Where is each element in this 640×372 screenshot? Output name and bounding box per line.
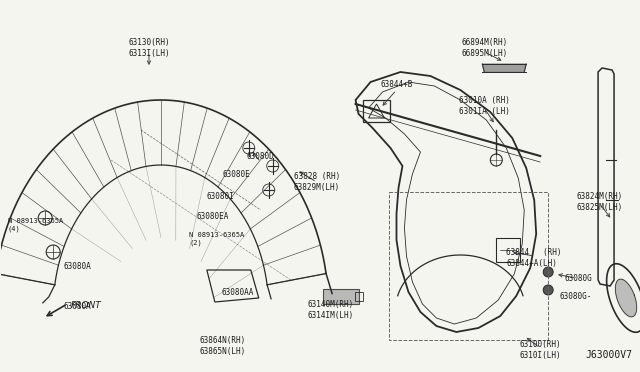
Text: 63100(RH)
6310I(LH): 63100(RH) 6310I(LH) [520, 340, 561, 360]
Text: 63844   (RH)
63844+A(LH): 63844 (RH) 63844+A(LH) [506, 248, 562, 268]
Text: 63080A: 63080A [63, 262, 91, 271]
Text: 63824M(RH)
63825M(LH): 63824M(RH) 63825M(LH) [577, 192, 623, 212]
Polygon shape [616, 279, 637, 317]
Text: N 08913-6365A
(2): N 08913-6365A (2) [189, 232, 244, 246]
Polygon shape [483, 64, 526, 72]
Text: 63080G-: 63080G- [560, 292, 592, 301]
Text: 66894M(RH)
66895M(LH): 66894M(RH) 66895M(LH) [461, 38, 508, 58]
Text: 63080E: 63080E [223, 170, 251, 179]
Circle shape [543, 267, 553, 277]
Bar [496, 238, 520, 262]
Text: J63000V7: J63000V7 [585, 350, 632, 360]
Text: 63130(RH)
6313I(LH): 63130(RH) 6313I(LH) [128, 38, 170, 58]
Text: 63140M(RH)
6314IM(LH): 63140M(RH) 6314IM(LH) [307, 300, 354, 320]
Bar [323, 289, 358, 304]
Text: 63010A (RH)
6301IA (LH): 63010A (RH) 6301IA (LH) [459, 96, 509, 116]
Circle shape [543, 285, 553, 295]
Text: 63080G: 63080G [564, 274, 592, 283]
Text: N 08913-6365A
(4): N 08913-6365A (4) [8, 218, 63, 232]
Text: 63080AA: 63080AA [221, 288, 254, 297]
Text: 63864N(RH)
63865N(LH): 63864N(RH) 63865N(LH) [200, 336, 246, 356]
Bar [355, 292, 362, 301]
Bar [388, 192, 548, 340]
Text: FRONT: FRONT [71, 301, 102, 311]
Text: 63080EA: 63080EA [196, 212, 229, 221]
Text: 63080D: 63080D [247, 152, 275, 161]
Text: 63828 (RH)
63829M(LH): 63828 (RH) 63829M(LH) [294, 172, 340, 192]
Text: 63844+B: 63844+B [380, 80, 413, 89]
Text: 63080A: 63080A [63, 302, 91, 311]
Text: 63080I: 63080I [207, 192, 235, 201]
